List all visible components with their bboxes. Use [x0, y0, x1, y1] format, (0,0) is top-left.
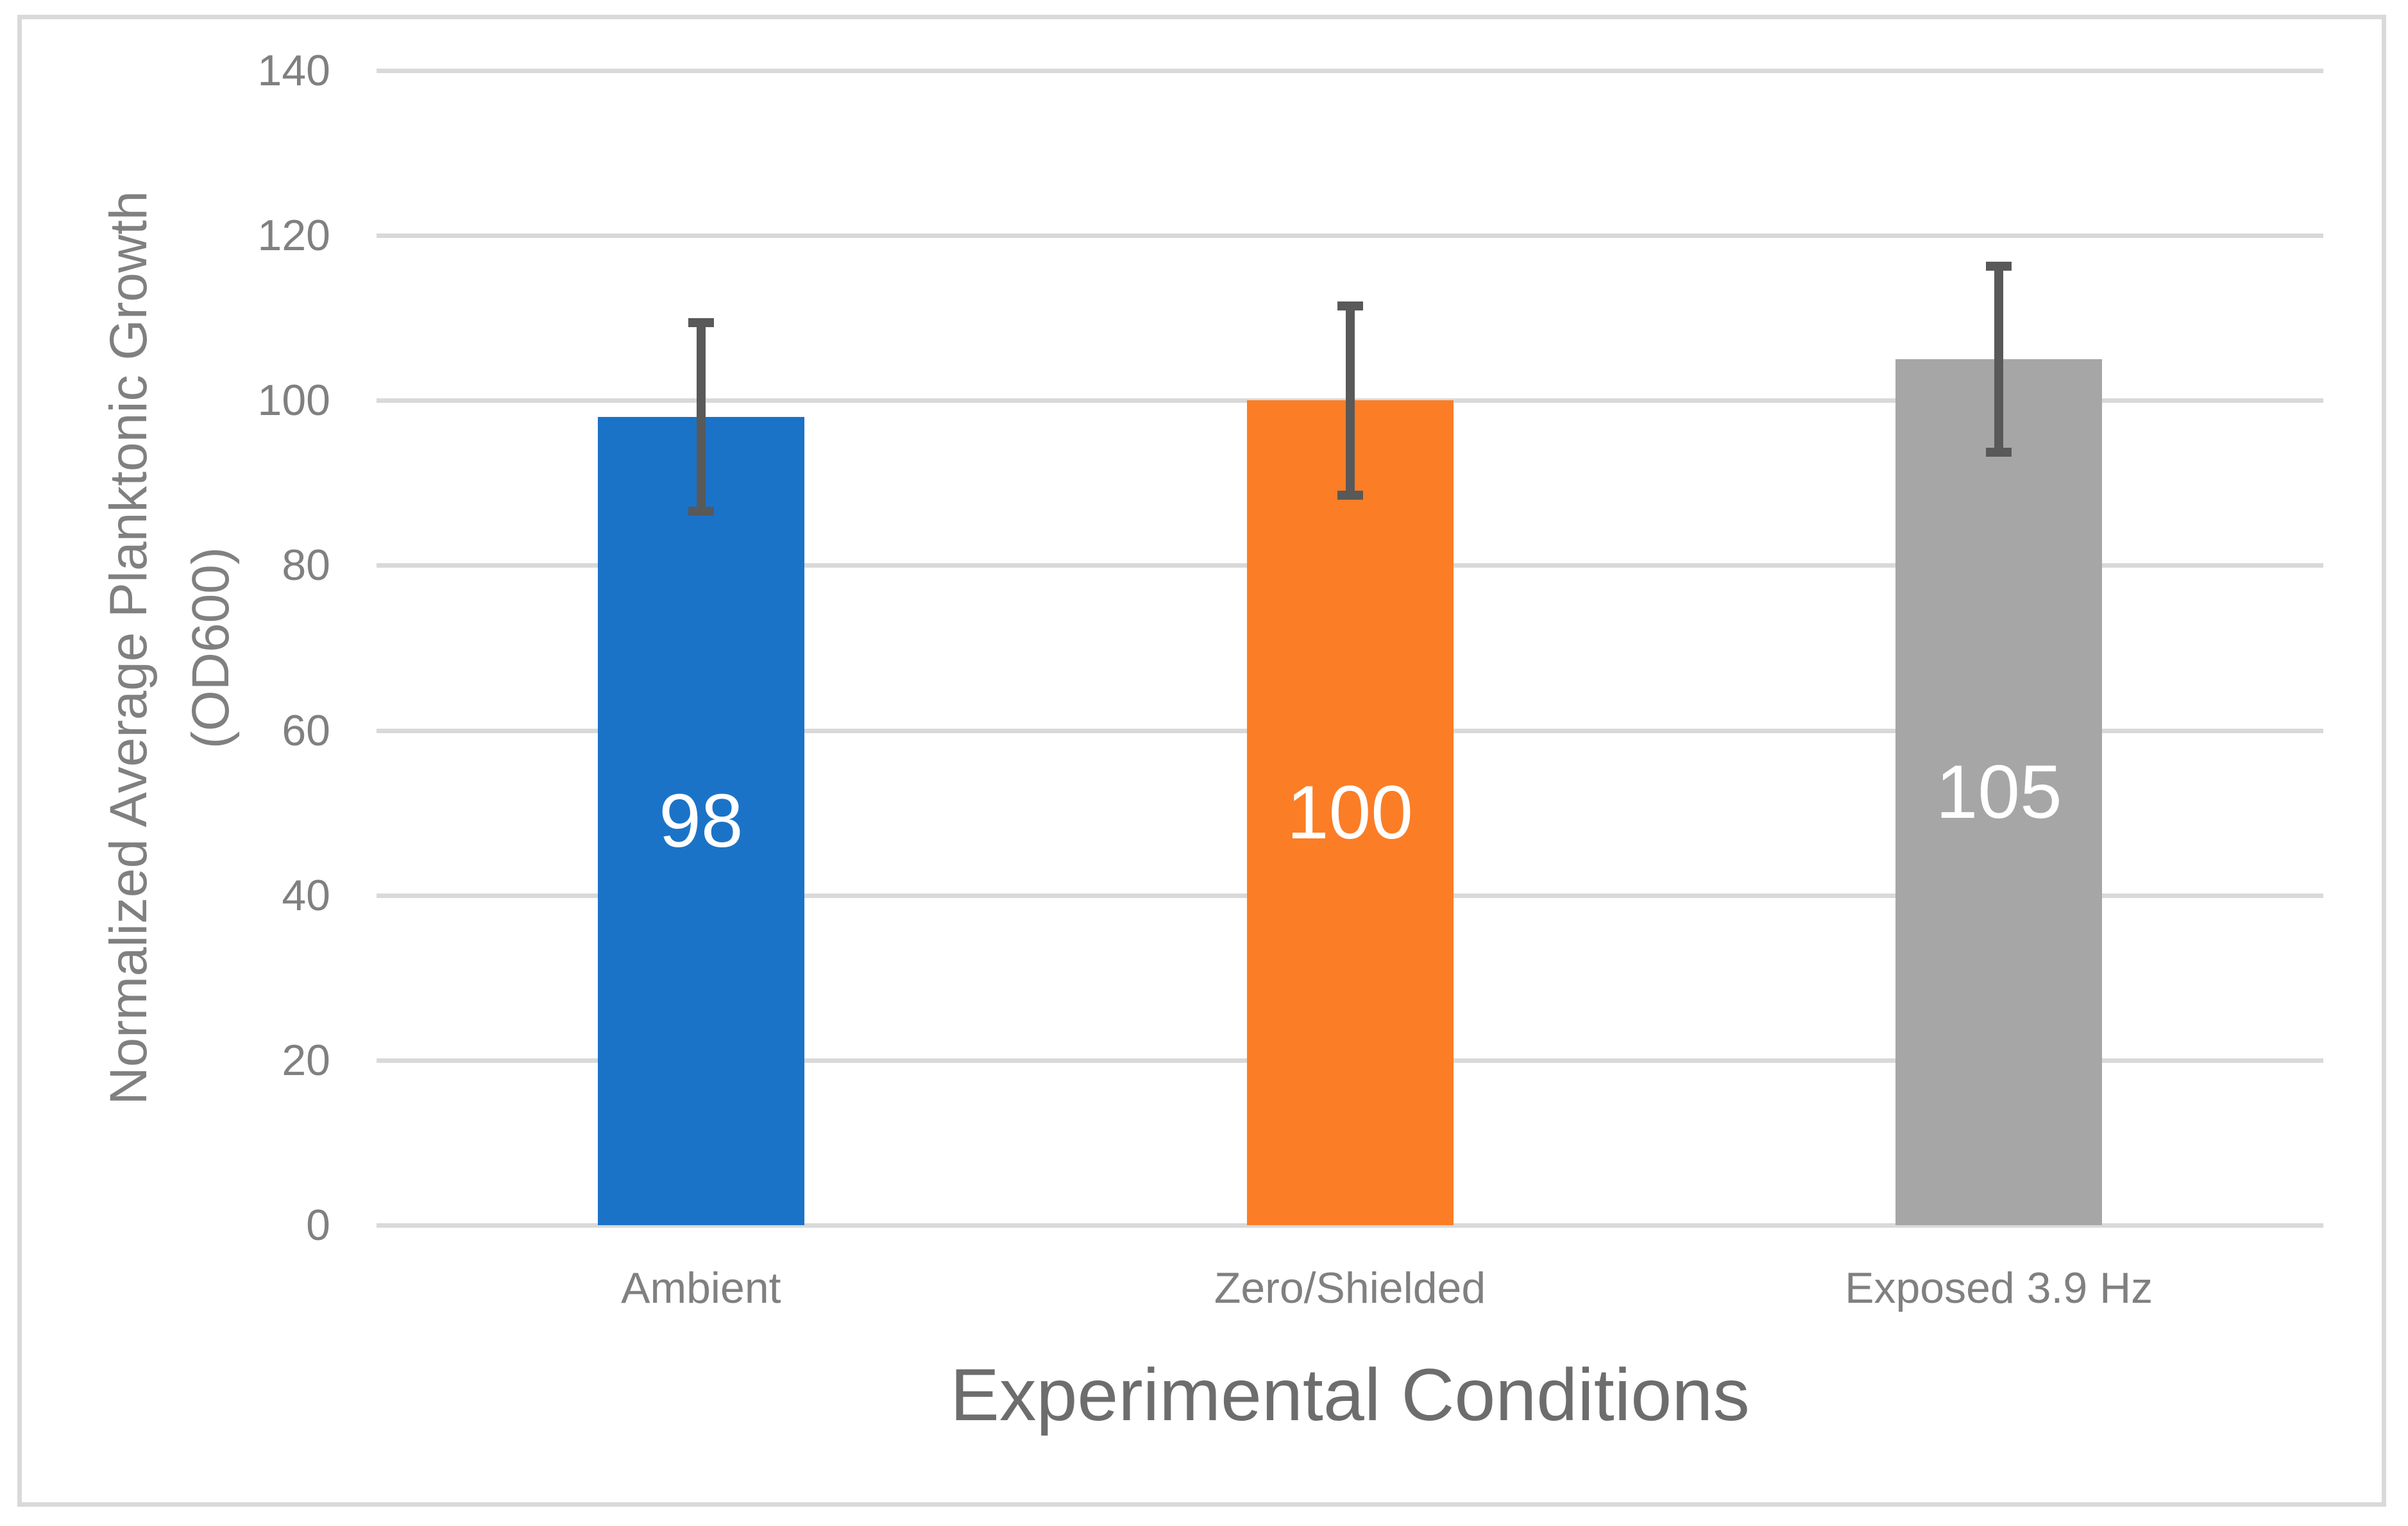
y-tick-label-0: 0: [306, 1201, 330, 1250]
bar-Ambient: 98: [597, 417, 804, 1225]
y-tick-label-20: 20: [282, 1035, 330, 1085]
error-bar-cap-bottom: [1986, 447, 2012, 457]
data-label: 98: [659, 779, 743, 863]
data-label: 105: [1935, 750, 2062, 835]
error-bar-line: [696, 318, 706, 516]
x-axis-title: Experimental Conditions: [950, 1354, 1750, 1436]
y-tick-label-40: 40: [282, 870, 330, 920]
data-label: 100: [1287, 770, 1413, 856]
y-tick-label-80: 80: [282, 541, 330, 590]
bar-Zero/Shielded: 100: [1246, 400, 1454, 1225]
gridline-120: [377, 233, 2323, 239]
x-category-label-Ambient: Ambient: [621, 1264, 781, 1312]
error-bar-line: [1345, 301, 1355, 500]
y-tick-label-60: 60: [282, 706, 330, 755]
plot-area: 98 100 105: [377, 69, 2323, 1228]
x-category-label-Exposed 3.9 Hz: Exposed 3.9 Hz: [1845, 1264, 2153, 1312]
error-bar-cap-top: [1337, 301, 1363, 310]
y-axis-title: Normalized Average Planktonic Growth (OD…: [88, 6, 252, 1289]
error-bar-line: [1994, 262, 2004, 457]
bar-Exposed 3.9 Hz: 105: [1895, 359, 2103, 1225]
error-bar-cap-bottom: [688, 507, 714, 516]
gridline-0: [377, 1223, 2323, 1228]
y-tick-label-120: 120: [257, 211, 330, 260]
gridline-140: [377, 69, 2323, 73]
error-bar-cap-top: [688, 318, 714, 327]
y-tick-label-140: 140: [257, 46, 330, 95]
error-bar-cap-top: [1986, 262, 2012, 271]
error-bar-cap-bottom: [1337, 490, 1363, 500]
y-axis-title-line1: Normalized Average Planktonic Growth: [99, 191, 158, 1105]
x-category-label-Zero/Shielded: Zero/Shielded: [1214, 1264, 1486, 1312]
y-tick-label-100: 100: [257, 376, 330, 425]
